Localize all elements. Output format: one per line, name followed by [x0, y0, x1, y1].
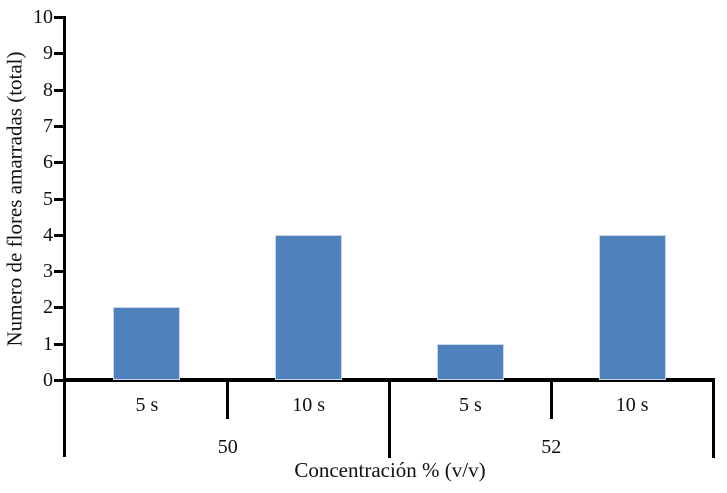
- x-axis-line: [63, 378, 715, 382]
- time-label: 5 s: [458, 394, 482, 416]
- y-tick-label: 5: [43, 187, 53, 210]
- y-tick-mark: [54, 270, 63, 274]
- y-tick-mark: [54, 306, 63, 310]
- y-tick-label: 0: [43, 369, 53, 391]
- y-tick-mark: [54, 124, 63, 128]
- y-tick-label: 6: [43, 151, 53, 174]
- y-tick-mark: [54, 233, 63, 237]
- bar-5s-50: [113, 307, 181, 380]
- time-label: 10 s: [615, 394, 649, 416]
- y-tick-mark: [54, 379, 63, 382]
- bar-5s-52: [436, 343, 504, 380]
- y-tick-label: 1: [43, 332, 53, 355]
- concentration-label: 52: [541, 436, 562, 458]
- y-tick-label: 4: [43, 223, 53, 246]
- y-tick-mark: [54, 197, 63, 201]
- time-label: 10 s: [292, 394, 326, 416]
- subgroup-divider-tick: [549, 382, 553, 419]
- y-tick-label: 10: [33, 6, 53, 28]
- y-tick-label: 8: [43, 78, 53, 101]
- bar-10s-52: [598, 234, 666, 380]
- bar-10s-50: [275, 234, 343, 380]
- y-tick-mark: [54, 16, 63, 19]
- y-tick-label: 3: [43, 260, 53, 283]
- subgroup-divider-tick: [226, 382, 230, 419]
- concentration-label: 50: [217, 436, 238, 458]
- time-label: 5 s: [135, 394, 159, 416]
- y-tick-label: 9: [43, 42, 53, 65]
- y-tick-label: 2: [43, 296, 53, 319]
- y-axis-line: [63, 16, 66, 457]
- y-tick-mark: [54, 88, 63, 92]
- group-divider-tick: [711, 382, 715, 458]
- y-tick-mark: [54, 52, 63, 56]
- group-divider-tick: [388, 382, 391, 458]
- y-tick-mark: [54, 342, 63, 346]
- y-tick-mark: [54, 161, 63, 165]
- x-axis-title: Concentración % (v/v): [294, 458, 486, 482]
- y-tick-label: 7: [43, 114, 53, 137]
